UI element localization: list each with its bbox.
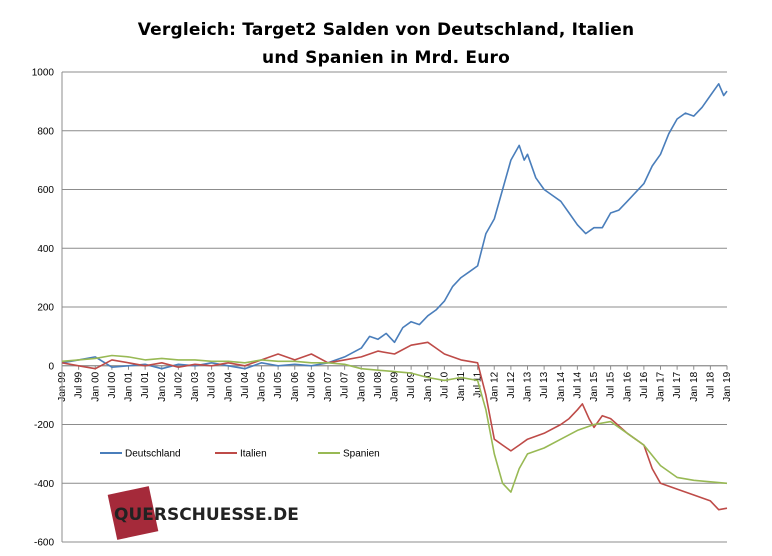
x-tick-label: Jan 10 [423,371,434,401]
x-tick-label: Jul 15 [606,371,617,398]
x-tick-label: Jul 09 [406,371,417,398]
legend-label: Italien [240,449,267,460]
y-tick-label: -400 [34,479,54,490]
y-tick-label: 800 [37,126,54,137]
series-line-deutschland [61,83,728,370]
x-tick-label: Jan 03 [190,371,201,401]
legend-label: Deutschland [125,449,181,460]
x-tick-label: Jan 02 [157,371,168,401]
x-tick-label: Jul 17 [672,371,683,398]
x-tick-label: Jan 06 [290,371,301,401]
gridlines [62,71,727,543]
y-tick-label: 200 [37,303,54,314]
legend: Deutschland Italien Spanien [100,449,380,460]
x-tick-label: Jan 08 [356,371,367,401]
x-tick-label: Jan 05 [257,371,268,401]
legend-label: Spanien [343,449,380,460]
x-tick-label: Jan 19 [722,371,733,401]
x-tick-label: Jul 05 [273,371,284,398]
x-tick-label: Jan 04 [223,371,234,401]
x-tick-label: Jul 07 [340,371,351,398]
series-line-spanien [61,354,728,493]
x-tick-label: Jul 04 [240,371,251,398]
logo-text: QUERSCHUESSE.DE [114,505,299,525]
x-tick-label: Jul 00 [107,371,118,398]
series-lines [61,83,728,511]
x-tick-label: Jan 17 [656,371,667,401]
x-tick-label: Jan 12 [489,371,500,401]
x-tick-label: Jan 18 [689,371,700,401]
x-tick-label: Jul 06 [306,371,317,398]
y-tick-label: 0 [48,361,54,372]
y-tick-label: -600 [34,538,54,549]
x-tick-label: Jul 13 [539,371,550,398]
x-tick-label: Jan 15 [589,371,600,401]
logo-box [107,486,159,540]
x-tick-label: Jan 07 [323,371,334,401]
x-tick-label: Jul 16 [639,371,650,398]
x-tick-label: Jul 02 [173,371,184,398]
x-tick-label: Jul 99 [74,371,85,398]
logo: QUERSCHUESSE.DE [107,486,299,540]
x-tick-label: Jan 01 [124,371,135,401]
x-tick-label: Jul 01 [140,371,151,398]
y-axis-ticks: 1000 800 600 400 200 0 -200 -400 -600 [32,68,55,549]
chart-title-line2: und Spanien in Mrd. Euro [262,48,510,68]
x-tick-label: Jul 14 [572,371,583,398]
x-tick-label: Jan 09 [390,371,401,401]
x-tick-label: Jan 11 [456,371,467,401]
y-tick-label: -200 [34,420,54,431]
x-tick-label: Jan 16 [622,371,633,401]
series-line-italien [61,341,728,511]
x-tick-label: Jan 13 [523,371,534,401]
x-tick-label: Jul 03 [207,371,218,398]
y-tick-label: 600 [37,185,54,196]
y-tick-label: 1000 [32,68,55,79]
x-tick-label: Jul 10 [439,371,450,398]
y-tick-label: 400 [37,244,54,255]
x-tick-label: Jan 00 [90,371,101,401]
x-tick-label: Jul 08 [373,371,384,398]
x-tick-label: Jul 18 [705,371,716,398]
x-tick-label: Jan 14 [556,371,567,401]
chart-title-line1: Vergleich: Target2 Salden von Deutschlan… [137,20,635,40]
x-tick-label: Jul 12 [506,371,517,398]
